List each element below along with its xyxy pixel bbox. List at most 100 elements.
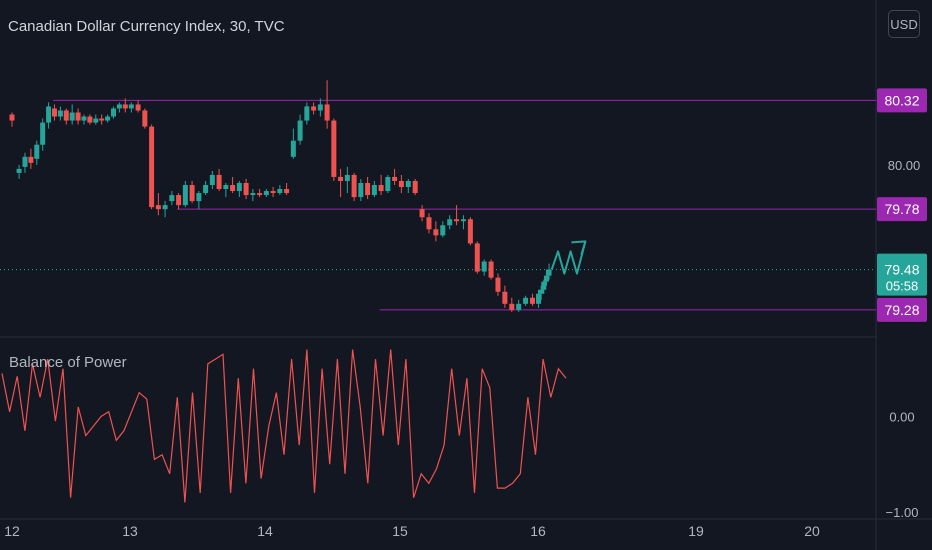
candle bbox=[93, 114, 99, 125]
candle-body bbox=[331, 120, 337, 177]
candle-body bbox=[203, 185, 209, 194]
candle-body bbox=[142, 110, 148, 127]
candle-body bbox=[28, 156, 34, 163]
candle-body bbox=[216, 174, 222, 190]
candle bbox=[203, 180, 209, 196]
candle bbox=[324, 80, 330, 129]
candle-body bbox=[230, 185, 236, 192]
candle bbox=[57, 106, 63, 121]
candle-body bbox=[546, 269, 552, 276]
candle bbox=[122, 98, 128, 113]
candle-body bbox=[22, 156, 28, 167]
candle-body bbox=[378, 185, 384, 192]
candle bbox=[419, 205, 425, 222]
candle-body bbox=[16, 168, 22, 173]
candle-body bbox=[122, 104, 128, 109]
candle-body bbox=[46, 106, 52, 123]
time-axis: 12 13 14 15 16 19 20 bbox=[4, 523, 820, 539]
candle-body bbox=[502, 291, 508, 304]
candle-body bbox=[371, 185, 377, 196]
candle bbox=[495, 273, 501, 296]
candle bbox=[488, 259, 494, 280]
candle-body bbox=[196, 193, 202, 202]
candle-body bbox=[34, 144, 40, 159]
candle-body bbox=[538, 289, 544, 294]
forecast-arrowhead bbox=[571, 240, 587, 255]
candle-body bbox=[426, 217, 432, 230]
candle bbox=[51, 104, 57, 121]
candle bbox=[46, 102, 52, 129]
candle bbox=[311, 102, 317, 115]
candle-body bbox=[116, 104, 122, 109]
candle bbox=[290, 128, 296, 159]
bop-line bbox=[1, 349, 567, 503]
candle bbox=[543, 269, 549, 286]
candle bbox=[162, 201, 168, 218]
candle bbox=[317, 98, 323, 117]
candle bbox=[81, 114, 87, 125]
candle-body bbox=[317, 104, 323, 111]
candle bbox=[87, 114, 93, 125]
candle-body bbox=[270, 191, 276, 194]
candle bbox=[516, 299, 522, 312]
candle-body bbox=[290, 140, 296, 157]
currency-button[interactable]: USD bbox=[888, 10, 920, 38]
candle bbox=[22, 152, 28, 173]
candle-body bbox=[128, 104, 134, 109]
candle-body bbox=[460, 219, 466, 222]
level-badge-79.78 bbox=[877, 197, 927, 222]
candle-body bbox=[529, 297, 535, 304]
candle-body bbox=[99, 118, 105, 121]
candle bbox=[338, 168, 344, 198]
candle bbox=[243, 178, 249, 200]
time-tick-label: 12 bbox=[4, 523, 20, 539]
candle-body bbox=[412, 180, 418, 194]
candle bbox=[538, 285, 544, 300]
candle-body bbox=[81, 116, 87, 121]
candle-body bbox=[488, 261, 494, 278]
time-tick-label: 13 bbox=[122, 523, 138, 539]
candle bbox=[69, 104, 75, 125]
candle-body bbox=[182, 185, 188, 206]
candle-body bbox=[209, 174, 215, 185]
candle-body bbox=[440, 225, 446, 236]
candle bbox=[34, 140, 40, 165]
candle-body bbox=[263, 191, 269, 196]
candle-body bbox=[447, 219, 453, 226]
candle bbox=[75, 108, 81, 125]
candle bbox=[149, 124, 155, 210]
candle-body bbox=[57, 110, 63, 117]
candle-body bbox=[385, 176, 391, 192]
candle-body bbox=[523, 297, 529, 304]
candle bbox=[263, 189, 269, 198]
candle bbox=[284, 182, 290, 196]
indicator-label[interactable]: Balance of Power bbox=[9, 354, 127, 371]
candle-body bbox=[358, 182, 364, 198]
candle-body bbox=[304, 106, 310, 121]
candle bbox=[365, 176, 371, 200]
candle-body bbox=[467, 219, 473, 244]
bop-tick-label: 0.00 bbox=[889, 409, 914, 424]
candle bbox=[447, 215, 453, 230]
candle bbox=[223, 182, 229, 198]
candle bbox=[169, 191, 175, 206]
candle bbox=[209, 170, 215, 190]
candle-body bbox=[405, 180, 411, 188]
candle bbox=[304, 102, 310, 125]
candle bbox=[155, 193, 161, 216]
chart-title: Canadian Dollar Currency Index, 30, TVC bbox=[8, 18, 285, 35]
level-badge-label: 79.28 bbox=[884, 302, 919, 318]
time-tick-label: 19 bbox=[688, 523, 704, 539]
candle bbox=[344, 166, 350, 194]
time-tick-label: 20 bbox=[804, 523, 820, 539]
candle bbox=[546, 263, 552, 280]
candle-body bbox=[541, 281, 547, 290]
candle-body bbox=[250, 193, 256, 196]
candle bbox=[189, 180, 195, 204]
candle-body bbox=[105, 116, 111, 121]
candle-body bbox=[40, 122, 46, 145]
candle-body bbox=[516, 303, 522, 310]
candle-body bbox=[284, 189, 290, 194]
candle bbox=[412, 178, 418, 196]
